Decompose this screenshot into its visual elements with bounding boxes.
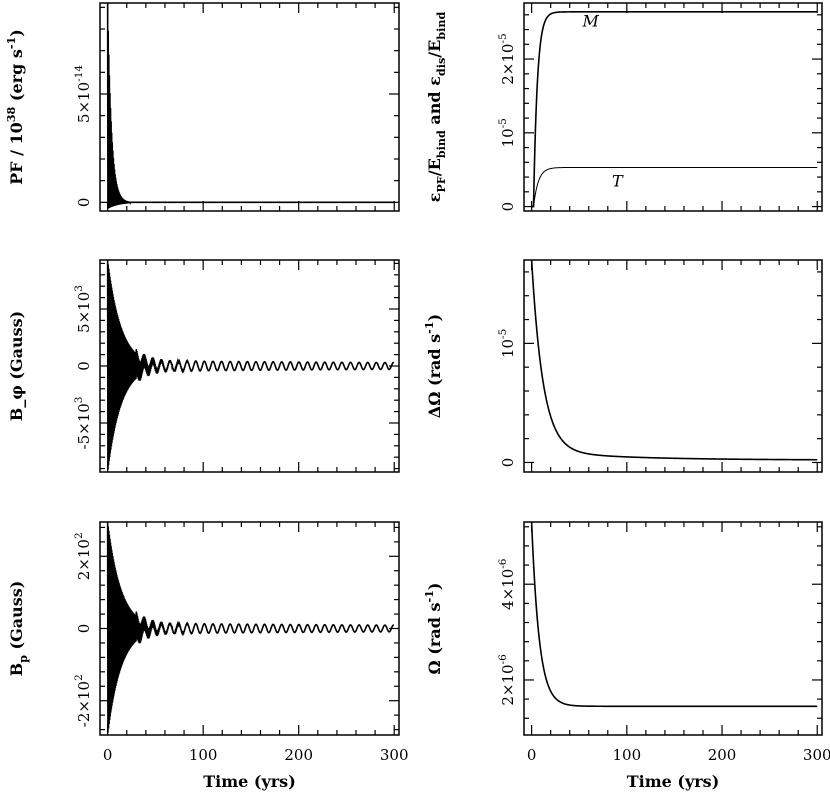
x-tick-label: 100 bbox=[189, 746, 218, 764]
x-tick-label: 200 bbox=[708, 746, 737, 764]
y-tick-label: 5×10-14​ bbox=[73, 65, 93, 123]
y-axis-label: εPF​/Ebind​ and εdis​/Ebind​ bbox=[425, 11, 448, 202]
annotation-T: T bbox=[612, 172, 624, 191]
series-line-efrac-M bbox=[531, 11, 818, 208]
y-tick-label: 10-5​ bbox=[497, 118, 517, 147]
panel-efrac: 0 10-5​ 2×10-5​ εPF​/Ebind​ and εdis​/Ebind… bbox=[425, 2, 823, 212]
y-tick-label: 0 bbox=[499, 458, 517, 468]
y-axis-label: ΔΩ (rad s-1​) bbox=[422, 314, 444, 418]
panel-pf: 0 5×10-14​ PF / 1038​ (erg s-1​) bbox=[4, 2, 400, 212]
panel-bp: -2×102​ 0 2×102​ 0 100 200 300 Bp​ (Gauss) Time … bbox=[7, 521, 409, 791]
y-tick-label: 0 bbox=[499, 202, 517, 212]
y-tick-label: 2×10-5​ bbox=[497, 33, 517, 84]
y-tick-label: 0 bbox=[75, 361, 93, 371]
annotation-M: M bbox=[581, 12, 599, 31]
y-tick-label: -2×102​ bbox=[73, 674, 93, 727]
series-line-pf-0 bbox=[106, 3, 394, 209]
plot-frame-domega bbox=[523, 259, 823, 473]
y-tick-label: 0 bbox=[75, 198, 93, 208]
plot-frame-efrac bbox=[523, 2, 823, 212]
plot-frame-pf bbox=[99, 2, 400, 212]
series-line-domega-0 bbox=[530, 260, 818, 461]
plot-frame-omega bbox=[523, 521, 823, 736]
x-tick-label: 0 bbox=[527, 746, 537, 764]
panel-omega: 2×10-6​ 4×10-6​ 0 100 200 300 Ω (rad s-1​) Time… bbox=[422, 521, 830, 791]
y-tick-label: 2×10-6​ bbox=[497, 654, 517, 706]
x-tick-label: 200 bbox=[284, 746, 313, 764]
x-axis-label: Time (yrs) bbox=[627, 772, 720, 791]
y-tick-label: -5×103​ bbox=[73, 397, 93, 450]
panel-bphi: -5×103​ 0 5×103​ B_φ (Gauss) bbox=[7, 259, 400, 473]
x-tick-label: 300 bbox=[380, 746, 409, 764]
series-line-omega-0 bbox=[530, 522, 818, 708]
x-tick-label: 300 bbox=[803, 746, 830, 764]
y-axis-label: B_φ (Gauss) bbox=[7, 311, 26, 421]
series-line-efrac-T bbox=[531, 166, 818, 208]
x-axis-label: Time (yrs) bbox=[203, 772, 296, 791]
y-tick-label: 4×10-6​ bbox=[497, 558, 517, 610]
y-axis-label: Bp​ (Gauss) bbox=[7, 581, 30, 677]
series-line-bp-0 bbox=[106, 522, 395, 733]
series-line-bphi-0 bbox=[106, 260, 395, 470]
panel-domega: 0 10-5​ ΔΩ (rad s-1​) bbox=[422, 259, 823, 473]
y-tick-label: 0 bbox=[75, 624, 93, 634]
x-tick-label: 0 bbox=[103, 746, 113, 764]
y-tick-label: 10-5​ bbox=[497, 329, 517, 358]
x-tick-label: 100 bbox=[613, 746, 642, 764]
y-axis-label: Ω (rad s-1​) bbox=[422, 583, 444, 675]
y-tick-label: 5×103​ bbox=[73, 285, 93, 333]
y-tick-label: 2×102​ bbox=[73, 532, 93, 580]
y-axis-label: PF / 1038​ (erg s-1​) bbox=[4, 29, 26, 185]
